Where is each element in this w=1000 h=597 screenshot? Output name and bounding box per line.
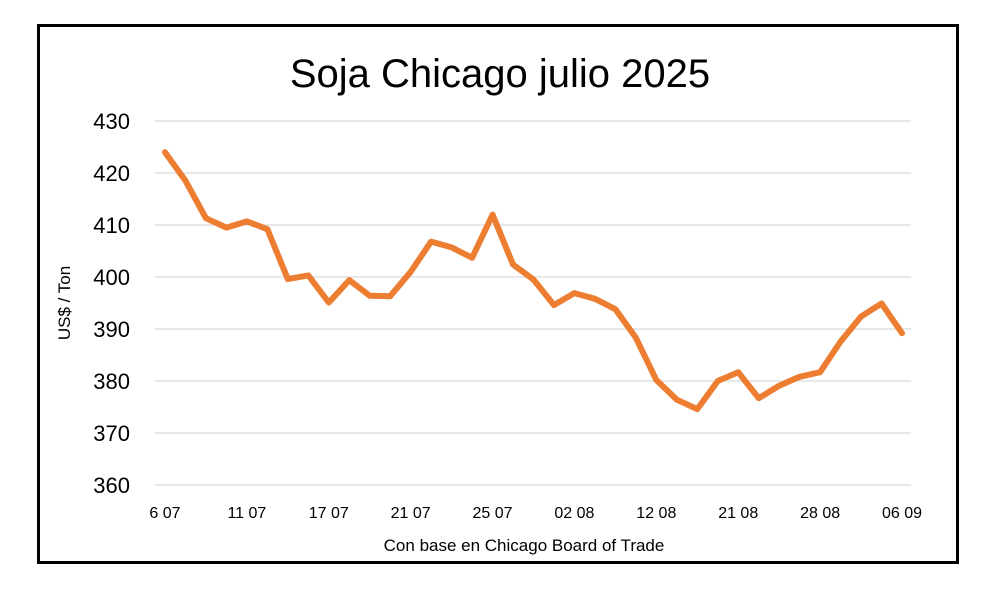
y-tick-label: 410	[93, 213, 130, 238]
y-axis-ticks: 360 370 380 390 400 410 420 430	[93, 109, 130, 498]
x-tick-label: 25 07	[473, 505, 513, 522]
x-tick-label: 21 08	[718, 505, 758, 522]
x-tick-label: 12 08	[636, 505, 676, 522]
y-tick-label: 370	[93, 421, 130, 446]
x-axis-label: Con base en Chicago Board of Trade	[384, 536, 665, 555]
series-line	[162, 149, 905, 413]
x-tick-label: 6 07	[149, 505, 180, 522]
chart-title: Soja Chicago julio 2025	[290, 52, 710, 96]
x-tick-label: 28 08	[800, 505, 840, 522]
x-tick-label: 11 07	[227, 505, 266, 522]
x-tick-label: 21 07	[391, 505, 431, 522]
series-layer	[162, 149, 905, 413]
y-tick-label: 360	[93, 473, 130, 498]
y-tick-label: 420	[93, 161, 130, 186]
x-tick-label: 02 08	[554, 505, 594, 522]
y-tick-label: 400	[93, 265, 130, 290]
y-tick-label: 430	[93, 109, 130, 134]
y-axis-label: US$ / Ton	[55, 266, 74, 340]
x-tick-label: 06 09	[882, 505, 922, 522]
x-tick-label: 17 07	[309, 505, 349, 522]
y-tick-label: 380	[93, 369, 130, 394]
x-axis-ticks: 6 07 11 07 17 07 21 07 25 07 02 08 12 08 21 08 2…	[149, 505, 922, 522]
y-tick-label: 390	[93, 317, 130, 342]
gridlines	[155, 120, 911, 486]
chart-frame	[37, 24, 959, 564]
